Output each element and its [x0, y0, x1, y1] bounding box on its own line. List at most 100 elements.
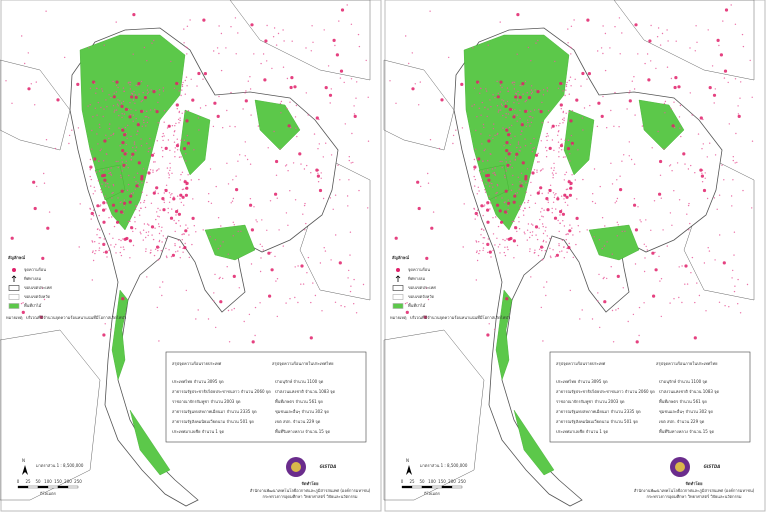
- hotspot: [119, 210, 124, 214]
- north-label: N: [406, 458, 409, 463]
- hotspot: [158, 340, 160, 342]
- hotspot: [121, 141, 125, 145]
- hotspot: [479, 250, 481, 252]
- hotspot: [703, 262, 706, 264]
- hotspot: [119, 201, 122, 204]
- hotspot: [693, 336, 697, 340]
- hotspot: [127, 124, 129, 127]
- hotspot: [524, 174, 528, 179]
- hotspot: [515, 152, 519, 156]
- hotspot: [171, 125, 174, 127]
- hotspot: [219, 300, 223, 304]
- hotspot: [169, 196, 172, 199]
- hotspot: [678, 296, 680, 299]
- hotspot: [129, 220, 131, 222]
- hotspot: [472, 47, 474, 49]
- hotspot: [128, 200, 132, 204]
- hotspot: [714, 88, 716, 90]
- hotspot: [650, 229, 652, 231]
- hotspot: [541, 223, 544, 225]
- hotspot: [48, 211, 51, 213]
- hotspot: [660, 315, 662, 318]
- hotspot: [92, 209, 95, 211]
- hotspot: [480, 87, 482, 90]
- hotspot: [154, 108, 156, 111]
- hotspot: [186, 134, 189, 137]
- hotspot: [158, 225, 160, 228]
- hotspot: [348, 159, 350, 162]
- hotspot: [678, 199, 681, 201]
- hotspot: [128, 239, 132, 243]
- hotspot: [571, 144, 574, 146]
- hotspot: [155, 110, 159, 114]
- scale-tick: 100: [428, 479, 436, 484]
- hotspot: [532, 117, 534, 119]
- hotspot: [135, 181, 137, 183]
- hotspot: [473, 169, 475, 171]
- hotspot: [522, 210, 525, 212]
- hotspot: [123, 237, 127, 241]
- summary-row: ราชอาณาจักรกัมพูชา จำนวน 2003 จุด: [172, 399, 241, 405]
- hotspot: [518, 188, 520, 190]
- hotspot: [614, 26, 616, 28]
- hotspot: [179, 257, 181, 259]
- hotspot: [175, 210, 179, 214]
- hotspot: [569, 186, 573, 190]
- hotspot: [563, 198, 565, 200]
- hotspot: [5, 80, 7, 82]
- hotspot: [562, 220, 564, 222]
- hotspot: [350, 162, 352, 164]
- hotspot: [209, 236, 211, 238]
- hotspot: [217, 247, 219, 250]
- hotspot: [493, 171, 496, 174]
- hotspot: [561, 212, 565, 216]
- hotspot: [568, 111, 570, 113]
- hotspot: [123, 205, 125, 207]
- hotspot: [515, 92, 517, 95]
- hotspot: [708, 86, 712, 90]
- hotspot: [207, 318, 210, 320]
- hotspot: [558, 130, 560, 132]
- hotspot: [603, 276, 605, 279]
- hotspot: [646, 53, 649, 55]
- hotspot: [76, 82, 80, 86]
- hotspot: [526, 110, 529, 112]
- hotspot: [227, 183, 230, 185]
- neighbor-border: [299, 159, 371, 301]
- hotspot: [602, 95, 604, 98]
- hotspot: [157, 192, 159, 195]
- legend-symbol: [11, 275, 17, 282]
- hotspot: [709, 142, 711, 144]
- hotspot: [146, 116, 148, 118]
- hotspot: [501, 86, 503, 89]
- hotspot: [188, 256, 190, 259]
- hotspot: [601, 247, 603, 250]
- hotspot: [335, 53, 339, 57]
- hotspot: [684, 283, 686, 285]
- hotspot: [24, 62, 26, 65]
- hotspot: [178, 90, 180, 92]
- hotspot: [527, 96, 531, 100]
- hotspot: [109, 171, 112, 174]
- hotspot: [135, 184, 139, 188]
- hotspot: [193, 149, 195, 151]
- hotspot: [171, 253, 175, 257]
- hotspot: [140, 109, 144, 113]
- hotspot: [635, 340, 639, 344]
- hotspot: [492, 172, 494, 174]
- hotspot: [473, 207, 475, 210]
- hotspot: [101, 183, 103, 185]
- hotspot: [113, 92, 115, 95]
- hotspot: [244, 92, 246, 94]
- hotspot: [287, 170, 289, 172]
- hotspot: [259, 302, 261, 304]
- hotspot: [154, 227, 156, 229]
- hotspot: [119, 145, 121, 147]
- hotspot: [474, 218, 476, 220]
- neighbor-border: [613, 0, 755, 81]
- hotspot: [530, 93, 533, 95]
- hotspot: [427, 182, 430, 184]
- hotspot: [202, 229, 204, 231]
- hotspot: [519, 205, 521, 208]
- hotspot: [475, 279, 477, 281]
